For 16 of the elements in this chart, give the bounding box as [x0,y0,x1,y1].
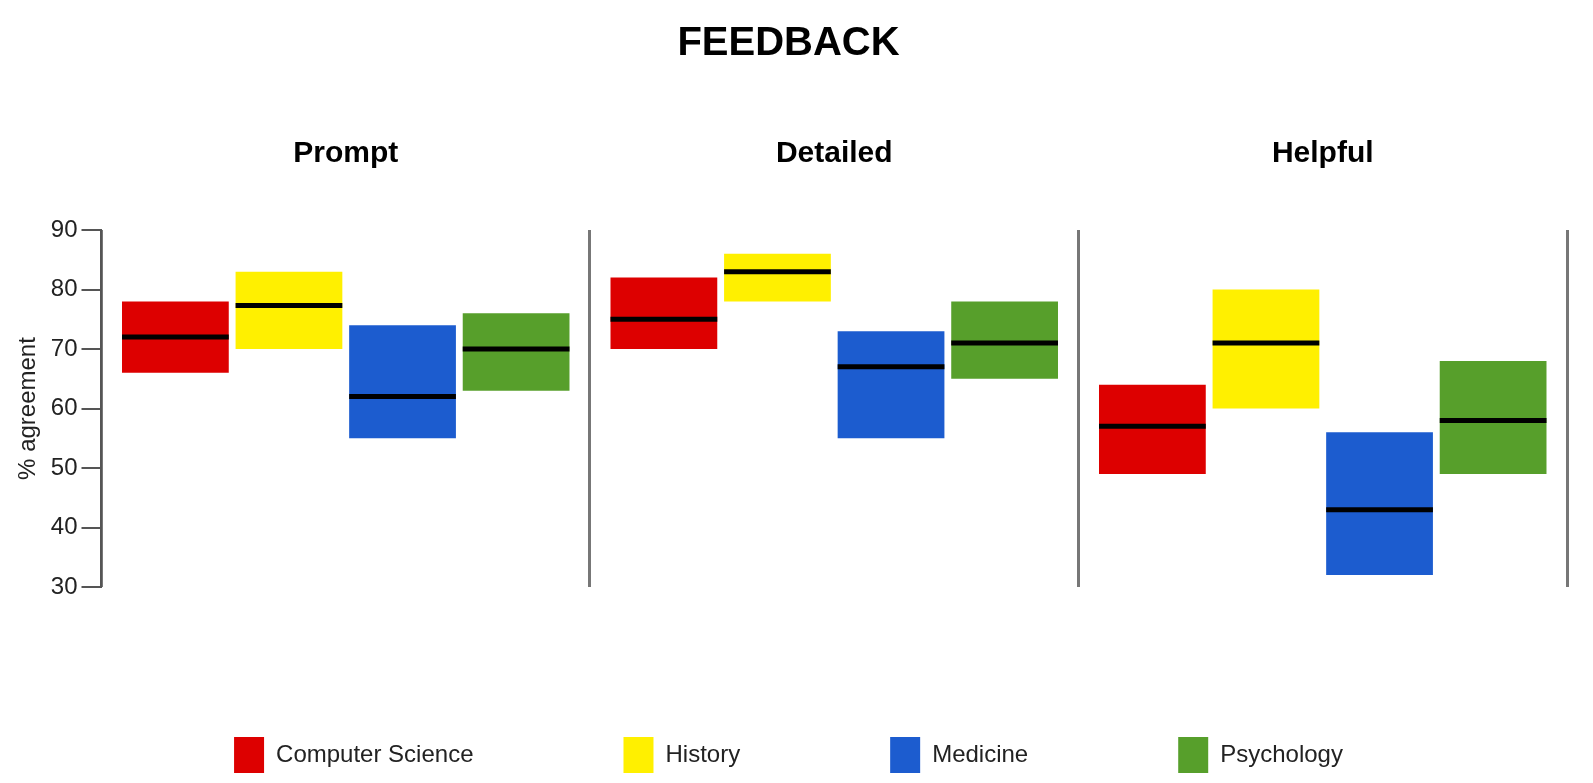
y-tick-label: 70 [50,333,78,361]
legend-label: History [665,739,741,767]
y-tick-label: 40 [50,512,78,540]
y-tick-label: 30 [50,571,78,599]
x-tick-label: Detailed [775,135,893,169]
chart-title: FEEDBACK [677,19,900,64]
y-axis-title: % agreement [13,336,41,480]
legend-label: Medicine [932,739,1029,767]
y-tick-label: 60 [50,393,78,421]
legend-label: Computer Science [276,739,474,767]
x-tick-label: Helpful [1271,135,1374,169]
x-tick-label: Prompt [293,135,399,169]
y-tick-label: 90 [50,214,78,242]
y-tick-label: 50 [50,452,78,480]
y-tick-label: 80 [50,274,78,302]
legend-label: Psychology [1220,739,1343,767]
